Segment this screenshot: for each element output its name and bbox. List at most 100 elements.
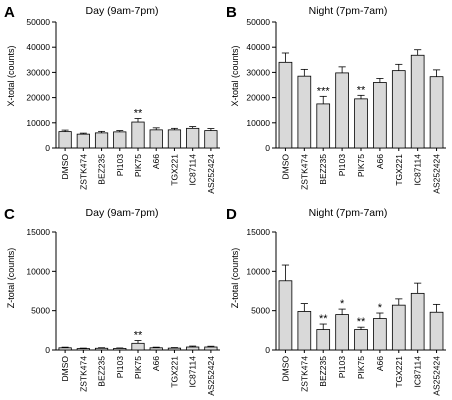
y-tick-label: 10000 bbox=[26, 266, 50, 276]
y-tick-label: 40000 bbox=[26, 42, 50, 52]
bar-pi103 bbox=[335, 314, 349, 351]
panel-c: C Day (9am-7pm) Z-total (counts) 0 5000 10… bbox=[4, 206, 220, 396]
bar-dmso bbox=[278, 280, 293, 351]
x-tick-label: BEZ235 bbox=[97, 356, 107, 387]
y-tick-label: 10000 bbox=[26, 118, 50, 128]
x-tick-label: A66 bbox=[151, 356, 161, 371]
bar-pik75 bbox=[354, 329, 368, 351]
y-tick-label: 15000 bbox=[26, 227, 50, 237]
bar-dmso bbox=[278, 61, 293, 149]
y-axis-label: Z-total (counts) bbox=[230, 248, 240, 309]
significance-marker: * bbox=[378, 302, 383, 314]
bar-pik75 bbox=[354, 98, 368, 149]
y-tick-label: 5000 bbox=[31, 306, 50, 316]
bar-ic87114 bbox=[186, 346, 200, 351]
y-tick-label: 0 bbox=[265, 143, 270, 153]
x-tick-label: ZSTK474 bbox=[78, 356, 88, 392]
y-tick-label: 0 bbox=[45, 345, 50, 355]
x-tick-label: A66 bbox=[375, 154, 385, 169]
bar-tgx221 bbox=[167, 347, 182, 351]
bar-tgx221 bbox=[167, 129, 182, 149]
x-tick-label: PI103 bbox=[115, 356, 125, 378]
y-tick-label: 30000 bbox=[246, 67, 270, 77]
significance-marker: *** bbox=[317, 85, 331, 97]
y-tick-label: 40000 bbox=[246, 42, 270, 52]
x-tick-label: TGX221 bbox=[394, 154, 404, 186]
bar-pik75 bbox=[131, 121, 145, 149]
panel-label: D bbox=[226, 206, 237, 223]
x-tick-label: IC87114 bbox=[413, 154, 423, 186]
x-tick-label: IC87114 bbox=[188, 356, 198, 388]
y-axis-label: X-total (counts) bbox=[230, 45, 240, 106]
x-tick-label: ZSTK474 bbox=[78, 154, 88, 190]
bar-pik75 bbox=[131, 342, 145, 351]
y-tick-label: 0 bbox=[265, 345, 270, 355]
y-axis-label: Z-total (counts) bbox=[6, 248, 16, 309]
x-tick-label: PI103 bbox=[337, 154, 347, 176]
panel-title: Day (9am-7pm) bbox=[86, 207, 159, 219]
x-tick-label: A66 bbox=[375, 356, 385, 371]
significance-marker: ** bbox=[319, 313, 328, 325]
bar-as252424 bbox=[429, 311, 444, 351]
bar-ic87114 bbox=[186, 127, 200, 149]
x-tick-label: A66 bbox=[151, 154, 161, 169]
significance-marker: ** bbox=[134, 108, 143, 120]
y-tick-label: 20000 bbox=[26, 93, 50, 103]
bar-dmso bbox=[58, 131, 72, 149]
x-tick-label: PI103 bbox=[337, 356, 347, 378]
panel-label: B bbox=[226, 4, 237, 21]
x-tick-label: DMSO bbox=[280, 356, 290, 382]
y-tick-label: 15000 bbox=[246, 227, 270, 237]
x-tick-label: DMSO bbox=[60, 154, 70, 180]
y-tick-label: 10000 bbox=[246, 118, 270, 128]
bar-a66 bbox=[149, 129, 163, 149]
x-tick-label: ZSTK474 bbox=[299, 356, 309, 392]
significance-marker: * bbox=[340, 298, 345, 310]
bar-pi103 bbox=[113, 348, 127, 351]
panel-label: A bbox=[4, 4, 15, 21]
x-tick-label: DMSO bbox=[280, 154, 290, 180]
panel-a: A Day (9am-7pm) X-total (counts) 0 10000 2… bbox=[4, 4, 220, 194]
bar-a66 bbox=[373, 318, 387, 351]
x-tick-label: PIK75 bbox=[356, 154, 366, 177]
x-tick-label: AS252424 bbox=[206, 154, 216, 194]
y-axis-label: X-total (counts) bbox=[6, 45, 16, 106]
panel-d: D Night (7pm-7am) Z-total (counts) 0 5000… bbox=[226, 206, 446, 396]
y-tick-label: 30000 bbox=[26, 67, 50, 77]
x-tick-label: TGX221 bbox=[394, 356, 404, 388]
y-tick-label: 50000 bbox=[26, 17, 50, 27]
x-tick-label: IC87114 bbox=[413, 356, 423, 388]
x-tick-label: BEZ235 bbox=[318, 356, 328, 387]
bar-a66 bbox=[373, 82, 387, 149]
significance-marker: ** bbox=[357, 84, 366, 96]
x-tick-label: DMSO bbox=[60, 356, 70, 382]
x-tick-label: AS252424 bbox=[432, 154, 442, 194]
x-tick-label: IC87114 bbox=[188, 154, 198, 186]
bar-zstk474 bbox=[76, 133, 90, 149]
y-tick-label: 50000 bbox=[246, 17, 270, 27]
x-tick-label: BEZ235 bbox=[318, 154, 328, 185]
y-tick-label: 0 bbox=[45, 143, 50, 153]
significance-marker: ** bbox=[134, 330, 143, 342]
bar-zstk474 bbox=[297, 75, 312, 149]
panel-title: Day (9am-7pm) bbox=[86, 5, 159, 17]
bar-dmso bbox=[58, 347, 72, 351]
x-tick-label: AS252424 bbox=[206, 356, 216, 396]
bar-as252424 bbox=[204, 346, 218, 351]
bar-as252424 bbox=[204, 130, 218, 149]
panel-title: Night (7pm-7am) bbox=[309, 207, 388, 219]
bar-bez235 bbox=[316, 103, 331, 149]
panel-label: C bbox=[4, 206, 15, 223]
y-tick-label: 10000 bbox=[246, 266, 270, 276]
x-tick-label: TGX221 bbox=[169, 356, 179, 388]
bar-bez235 bbox=[94, 132, 109, 149]
x-tick-label: TGX221 bbox=[169, 154, 179, 186]
x-tick-label: AS252424 bbox=[432, 356, 442, 396]
bar-bez235 bbox=[94, 347, 109, 351]
bar-pi103 bbox=[335, 72, 349, 149]
bar-pi103 bbox=[113, 131, 127, 149]
panel-title: Night (7pm-7am) bbox=[309, 5, 388, 17]
significance-marker: ** bbox=[357, 316, 366, 328]
x-tick-label: PIK75 bbox=[133, 154, 143, 177]
